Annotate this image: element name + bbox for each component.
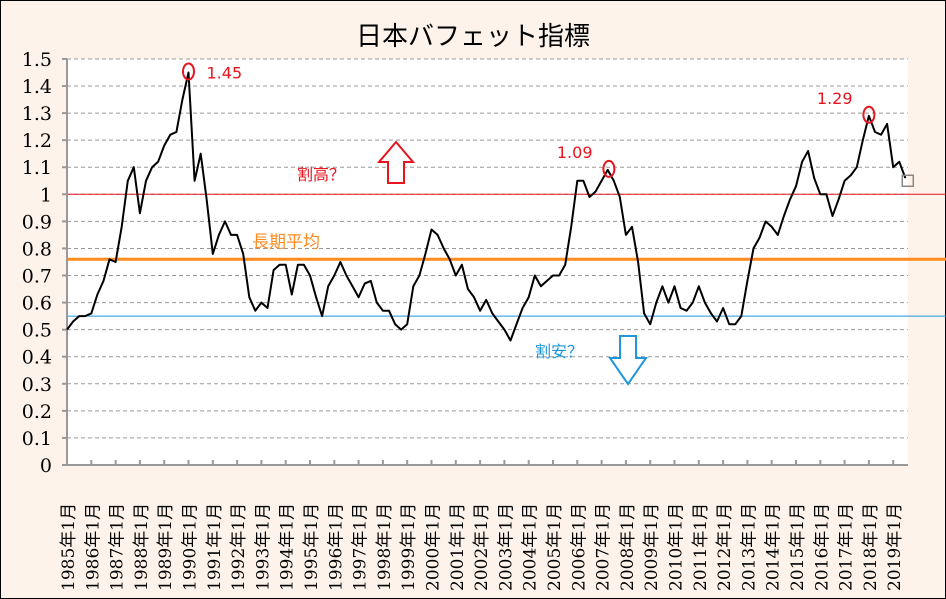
x-tick-label: 2005年1月 — [545, 503, 565, 591]
x-tick-label: 1991年1月 — [205, 503, 225, 591]
x-tick-label: 2002年1月 — [472, 503, 492, 591]
y-tick-label: 0.5 — [22, 320, 52, 342]
x-tick-label: 2013年1月 — [739, 503, 759, 591]
arrow-down-outline-icon — [608, 335, 648, 386]
x-tick-label: 2019年1月 — [885, 503, 905, 591]
annotation-label: 1.09 — [557, 143, 593, 162]
y-tick-label: 0.9 — [22, 211, 52, 233]
x-tick-label: 1992年1月 — [229, 503, 249, 591]
x-tick-label: 1999年1月 — [399, 503, 419, 591]
x-tick-label: 2000年1月 — [424, 503, 444, 591]
y-tick-label: 1.5 — [22, 49, 52, 71]
x-tick-label: 1994年1月 — [278, 503, 298, 591]
y-tick-label: 0.8 — [22, 238, 52, 260]
x-tick-label: 1989年1月 — [156, 503, 176, 591]
y-tick-label: 1.3 — [22, 103, 52, 125]
plot-area — [67, 59, 908, 465]
annotation-label: 1.45 — [207, 63, 243, 82]
x-tick-label: 1996年1月 — [326, 503, 346, 591]
latest-value-marker — [901, 174, 915, 188]
x-tick-label: 2017年1月 — [837, 503, 857, 591]
y-tick-label: 0.2 — [22, 401, 52, 423]
x-tick-label: 1997年1月 — [351, 503, 371, 591]
x-tick-label: 2009年1月 — [642, 503, 662, 591]
x-tick-label: 1998年1月 — [375, 503, 395, 591]
peak-circle — [182, 62, 195, 81]
x-tick-label: 2001年1月 — [448, 503, 468, 591]
y-tick-label: 0.3 — [22, 374, 52, 396]
annotation-label: 割安？ — [535, 342, 583, 361]
annotation-label: 1.29 — [817, 89, 853, 108]
peak-circle — [602, 159, 616, 178]
x-tick-label: 1985年1月 — [59, 503, 79, 591]
annotation-label: 割高？ — [297, 165, 345, 184]
y-tick-label: 0.4 — [22, 347, 52, 369]
x-tick-label: 2012年1月 — [715, 503, 735, 591]
y-tick-label: 0.7 — [22, 266, 52, 288]
y-tick-label: 1.4 — [22, 76, 52, 98]
x-tick-label: 1987年1月 — [108, 503, 128, 591]
arrow-up-outline-icon — [376, 140, 416, 184]
x-tick-label: 2015年1月 — [788, 503, 808, 591]
x-tick-label: 1988年1月 — [132, 503, 152, 591]
x-tick-label: 1990年1月 — [181, 503, 201, 591]
y-tick-label: 1 — [40, 184, 52, 206]
x-tick-label: 2006年1月 — [569, 503, 589, 591]
x-tick-label: 2007年1月 — [594, 503, 614, 591]
x-tick-label: 1995年1月 — [302, 503, 322, 591]
x-tick-label: 2008年1月 — [618, 503, 638, 591]
chart-title: 日本バフェット指標 — [356, 22, 590, 52]
series-line — [66, 71, 907, 342]
x-tick-label: 2016年1月 — [812, 503, 832, 591]
y-tick-label: 0.1 — [22, 428, 52, 450]
reference-line-label: 長期平均 — [252, 232, 320, 252]
x-tick-label: 2014年1月 — [764, 503, 784, 591]
y-tick-label: 1.2 — [22, 130, 52, 152]
x-tick-label: 2010年1月 — [667, 503, 687, 591]
x-tick-label: 1993年1月 — [253, 503, 273, 591]
y-tick-label: 0 — [40, 455, 52, 477]
x-tick-label: 1986年1月 — [83, 503, 103, 591]
x-tick-label: 2004年1月 — [521, 503, 541, 591]
x-tick-label: 2018年1月 — [861, 503, 881, 591]
x-tick-label: 2011年1月 — [691, 503, 711, 591]
y-tick-label: 0.6 — [22, 293, 52, 315]
x-tick-label: 2003年1月 — [496, 503, 516, 591]
y-tick-label: 1.1 — [22, 157, 52, 179]
peak-circle — [862, 105, 876, 124]
